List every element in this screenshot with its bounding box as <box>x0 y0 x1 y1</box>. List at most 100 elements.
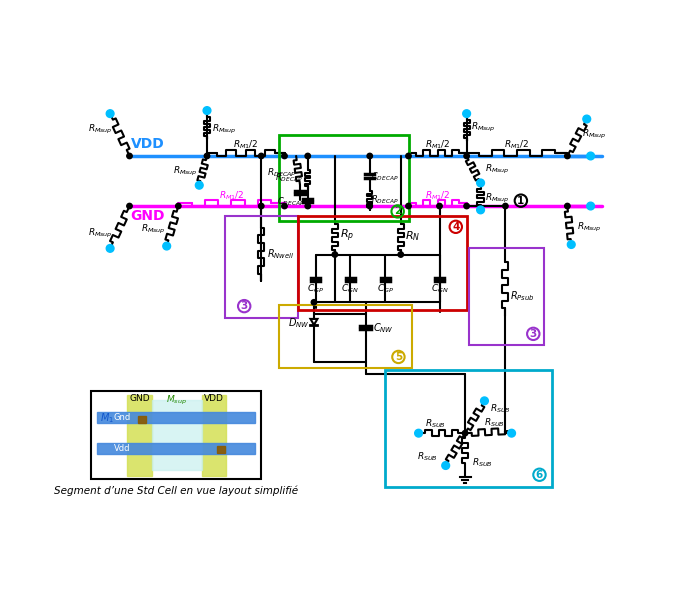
Circle shape <box>564 203 570 208</box>
Text: $R_{Msup}$: $R_{Msup}$ <box>88 122 113 135</box>
Circle shape <box>587 152 594 160</box>
Text: $R_{Msup}$: $R_{Msup}$ <box>582 128 607 141</box>
Circle shape <box>502 203 508 208</box>
Text: $C_{GP}$: $C_{GP}$ <box>307 282 324 295</box>
Text: $R_{M1}/2$: $R_{M1}/2$ <box>425 189 450 201</box>
Text: $R_{SUB}$: $R_{SUB}$ <box>489 402 510 415</box>
Text: Segment d’une Std Cell en vue layout simplifié: Segment d’une Std Cell en vue layout sim… <box>54 485 298 496</box>
Text: $R_{SUB}$: $R_{SUB}$ <box>472 456 493 469</box>
Circle shape <box>406 203 411 208</box>
Circle shape <box>463 110 471 118</box>
Bar <box>138 416 146 423</box>
Text: Gnd: Gnd <box>114 413 131 422</box>
Bar <box>217 446 224 453</box>
Text: GND: GND <box>129 394 150 403</box>
Text: $R_{Nwell}$: $R_{Nwell}$ <box>267 248 294 261</box>
Text: $R_{Psub}$: $R_{Psub}$ <box>510 290 534 304</box>
Circle shape <box>259 203 264 208</box>
Text: $R_{Msup}$: $R_{Msup}$ <box>577 221 601 234</box>
Text: $R_{Msup}$: $R_{Msup}$ <box>173 165 197 178</box>
Circle shape <box>367 153 373 159</box>
Circle shape <box>564 153 570 159</box>
Circle shape <box>477 179 484 187</box>
Text: $R_{Msup}$: $R_{Msup}$ <box>471 121 496 134</box>
Circle shape <box>126 153 132 159</box>
Text: $C_{GN}$: $C_{GN}$ <box>341 282 359 295</box>
Text: $M_{sup}$: $M_{sup}$ <box>165 394 186 407</box>
Circle shape <box>163 242 170 250</box>
Bar <box>279 135 409 222</box>
Bar <box>152 400 202 470</box>
Circle shape <box>281 203 287 208</box>
Circle shape <box>311 299 317 305</box>
Bar <box>469 248 544 345</box>
Text: VDD: VDD <box>131 137 164 151</box>
Text: 6: 6 <box>536 470 543 480</box>
Circle shape <box>398 252 404 257</box>
Text: $R_{M1}/2$: $R_{M1}/2$ <box>425 139 450 151</box>
Text: $R_{SUB}$: $R_{SUB}$ <box>418 450 439 463</box>
Text: $R_{Msup}$: $R_{Msup}$ <box>485 192 510 205</box>
Circle shape <box>195 181 203 189</box>
Circle shape <box>305 153 311 159</box>
Text: $C_{DECAP}$: $C_{DECAP}$ <box>277 196 304 208</box>
Text: $R_{SUB}$: $R_{SUB}$ <box>484 416 505 429</box>
Circle shape <box>464 153 469 159</box>
Text: VDD: VDD <box>204 394 224 403</box>
Text: 4: 4 <box>452 222 459 232</box>
Bar <box>385 370 552 487</box>
Circle shape <box>442 462 450 469</box>
Text: $R_{Msup}$: $R_{Msup}$ <box>88 226 113 239</box>
Circle shape <box>106 110 114 118</box>
Circle shape <box>176 203 181 208</box>
Circle shape <box>508 429 516 437</box>
Circle shape <box>477 206 484 214</box>
Circle shape <box>259 153 264 159</box>
Circle shape <box>406 153 411 159</box>
Circle shape <box>480 397 489 405</box>
Bar <box>279 305 412 368</box>
Circle shape <box>126 203 132 208</box>
Text: $C_{DECAP}$: $C_{DECAP}$ <box>371 170 399 183</box>
Text: $C_{GN}$: $C_{GN}$ <box>431 282 448 295</box>
Circle shape <box>415 429 423 437</box>
Text: 3: 3 <box>530 329 537 339</box>
Text: $C_{NW}$: $C_{NW}$ <box>373 321 393 334</box>
Circle shape <box>305 203 311 208</box>
Text: $R_{M1}/2$: $R_{M1}/2$ <box>505 139 530 151</box>
Text: $C_{GP}$: $C_{GP}$ <box>377 282 394 295</box>
Text: 2: 2 <box>394 207 401 216</box>
Text: $R_{M1}/2$: $R_{M1}/2$ <box>219 189 244 201</box>
Circle shape <box>583 115 591 123</box>
Text: $R_{DECAP}$: $R_{DECAP}$ <box>371 194 399 206</box>
Bar <box>202 394 227 476</box>
Text: $R_{M1}/2$: $R_{M1}/2$ <box>233 139 259 151</box>
Circle shape <box>332 252 338 257</box>
Text: $R_N$: $R_N$ <box>404 229 420 243</box>
Circle shape <box>367 203 373 208</box>
Bar <box>97 443 255 454</box>
Text: $R_{Msup}$: $R_{Msup}$ <box>485 163 510 176</box>
Bar <box>297 216 466 310</box>
Circle shape <box>464 203 469 208</box>
Bar <box>91 391 261 479</box>
Text: 3: 3 <box>240 301 248 311</box>
Circle shape <box>567 241 575 248</box>
Circle shape <box>462 431 468 436</box>
Circle shape <box>203 107 211 115</box>
Text: $M_1$: $M_1$ <box>100 411 114 425</box>
Text: $R_{SUB}$: $R_{SUB}$ <box>425 418 446 430</box>
Text: $R_p$: $R_p$ <box>340 228 354 244</box>
Text: $R_{DECAP}$: $R_{DECAP}$ <box>268 167 297 179</box>
Circle shape <box>281 153 287 159</box>
Bar <box>224 216 297 318</box>
Bar <box>97 412 255 423</box>
Circle shape <box>204 153 210 159</box>
Bar <box>127 394 152 476</box>
Text: GND: GND <box>130 209 165 223</box>
Text: 1: 1 <box>517 195 525 206</box>
Text: $D_{NW}$: $D_{NW}$ <box>288 316 309 330</box>
Circle shape <box>436 203 442 208</box>
Text: $R_{Msup}$: $R_{Msup}$ <box>141 223 166 236</box>
Text: $R_{Msup}$: $R_{Msup}$ <box>212 122 236 135</box>
